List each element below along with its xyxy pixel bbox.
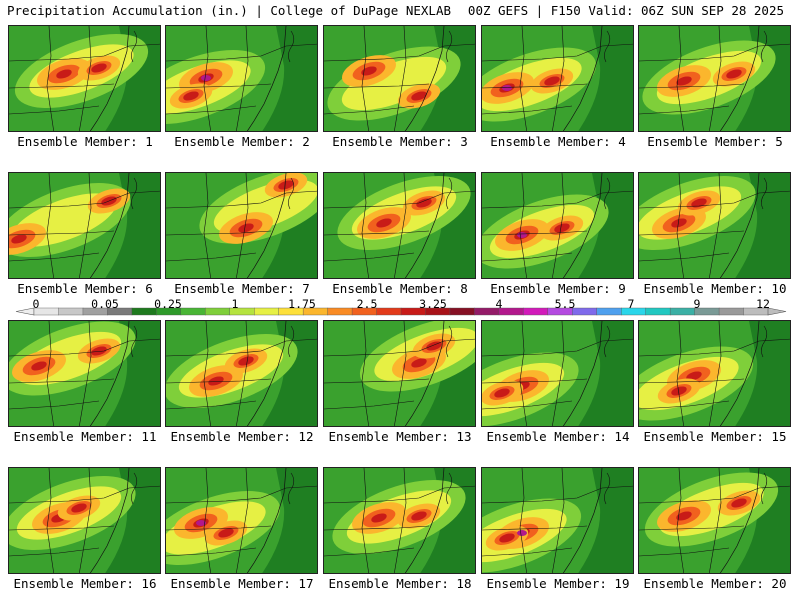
legend-tick-label: 1.75	[288, 297, 316, 311]
precip-map-graphic	[482, 26, 633, 131]
member-label: Ensemble Member: 2	[174, 134, 310, 149]
member-label: Ensemble Member: 11	[13, 429, 157, 444]
legend-swatch	[596, 307, 622, 316]
ensemble-member-map	[323, 320, 476, 427]
precip-map-graphic	[324, 321, 475, 426]
legend-swatch	[376, 307, 402, 316]
legend-swatch	[523, 307, 549, 316]
legend-arrow-left	[15, 307, 35, 316]
member-label: Ensemble Member: 5	[647, 134, 783, 149]
ensemble-member-map	[323, 25, 476, 132]
legend-swatch	[718, 307, 745, 316]
legend-swatch	[131, 307, 157, 316]
ensemble-member-map	[638, 25, 791, 132]
member-label: Ensemble Member: 19	[486, 576, 630, 591]
precip-map-graphic	[9, 26, 160, 131]
precip-map-graphic	[639, 468, 790, 573]
legend-swatch	[449, 307, 475, 316]
legend-tick-label: 4	[495, 297, 503, 311]
legend-swatch	[180, 307, 206, 316]
legend-swatch	[205, 307, 231, 316]
ensemble-member-map	[323, 172, 476, 279]
member-label: Ensemble Member: 17	[170, 576, 314, 591]
ensemble-member-map	[638, 467, 791, 574]
legend-tick-label: 7	[627, 297, 635, 311]
chart-title: Precipitation Accumulation (in.) | Colle…	[7, 3, 452, 18]
ensemble-member-map	[165, 320, 318, 427]
legend-tick-label: 2.5	[356, 297, 378, 311]
precip-map-graphic	[482, 321, 633, 426]
member-label: Ensemble Member: 14	[486, 429, 630, 444]
member-label: Ensemble Member: 13	[328, 429, 472, 444]
legend-tick-label: 1	[231, 297, 239, 311]
legend-tick-label: 5.5	[554, 297, 576, 311]
precip-map-graphic	[639, 173, 790, 278]
precip-map-graphic	[166, 26, 317, 131]
ensemble-member-map	[165, 467, 318, 574]
member-label: Ensemble Member: 18	[328, 576, 472, 591]
legend-swatch	[645, 307, 671, 316]
precip-color-legend	[15, 307, 787, 316]
ensemble-member-map	[638, 320, 791, 427]
ensemble-member-map	[8, 320, 161, 427]
member-label: Ensemble Member: 3	[332, 134, 468, 149]
precip-map-graphic	[9, 173, 160, 278]
legend-swatch	[58, 307, 84, 316]
ensemble-member-map	[638, 172, 791, 279]
legend-tick-label: 0.25	[154, 297, 182, 311]
member-label: Ensemble Member: 1	[17, 134, 153, 149]
legend-tick-label: 12	[756, 297, 770, 311]
legend-swatch	[253, 307, 280, 316]
member-label: Ensemble Member: 6	[17, 281, 153, 296]
precip-map-graphic	[324, 26, 475, 131]
ensemble-member-map	[481, 467, 634, 574]
precip-map-graphic	[639, 26, 790, 131]
precip-map-graphic	[639, 321, 790, 426]
precip-map-graphic	[9, 321, 160, 426]
ensemble-member-map	[323, 467, 476, 574]
legend-swatch	[669, 307, 696, 316]
legend-arrow-right	[767, 307, 787, 316]
precip-map-graphic	[324, 468, 475, 573]
ensemble-member-map	[481, 172, 634, 279]
precip-map-graphic	[324, 173, 475, 278]
legend-tick-label: 3.25	[419, 297, 447, 311]
member-label: Ensemble Member: 9	[490, 281, 626, 296]
ensemble-member-map	[8, 172, 161, 279]
precip-map-graphic	[166, 173, 317, 278]
legend-swatch	[327, 307, 353, 316]
precip-map-graphic	[482, 173, 633, 278]
member-label: Ensemble Member: 20	[643, 576, 787, 591]
member-label: Ensemble Member: 15	[643, 429, 787, 444]
precip-map-graphic	[482, 468, 633, 573]
member-label: Ensemble Member: 10	[643, 281, 787, 296]
member-label: Ensemble Member: 8	[332, 281, 468, 296]
legend-swatch	[572, 307, 598, 316]
ensemble-member-map	[481, 25, 634, 132]
legend-tick-label: 0	[32, 297, 40, 311]
precip-map-graphic	[9, 468, 160, 573]
ensemble-member-map	[8, 25, 161, 132]
precip-map-graphic	[166, 468, 317, 573]
run-info: 00Z GEFS | F150 Valid: 06Z SUN SEP 28 20…	[467, 3, 784, 18]
member-label: Ensemble Member: 4	[490, 134, 626, 149]
legend-tick-label: 9	[693, 297, 701, 311]
ensemble-member-map	[165, 172, 318, 279]
ensemble-member-map	[165, 25, 318, 132]
precip-map-graphic	[166, 321, 317, 426]
ensemble-member-map	[8, 467, 161, 574]
ensemble-member-map	[481, 320, 634, 427]
legend-swatch	[498, 307, 524, 316]
member-label: Ensemble Member: 12	[170, 429, 314, 444]
member-label: Ensemble Member: 7	[174, 281, 310, 296]
legend-tick-label: 0.05	[91, 297, 119, 311]
member-label: Ensemble Member: 16	[13, 576, 157, 591]
